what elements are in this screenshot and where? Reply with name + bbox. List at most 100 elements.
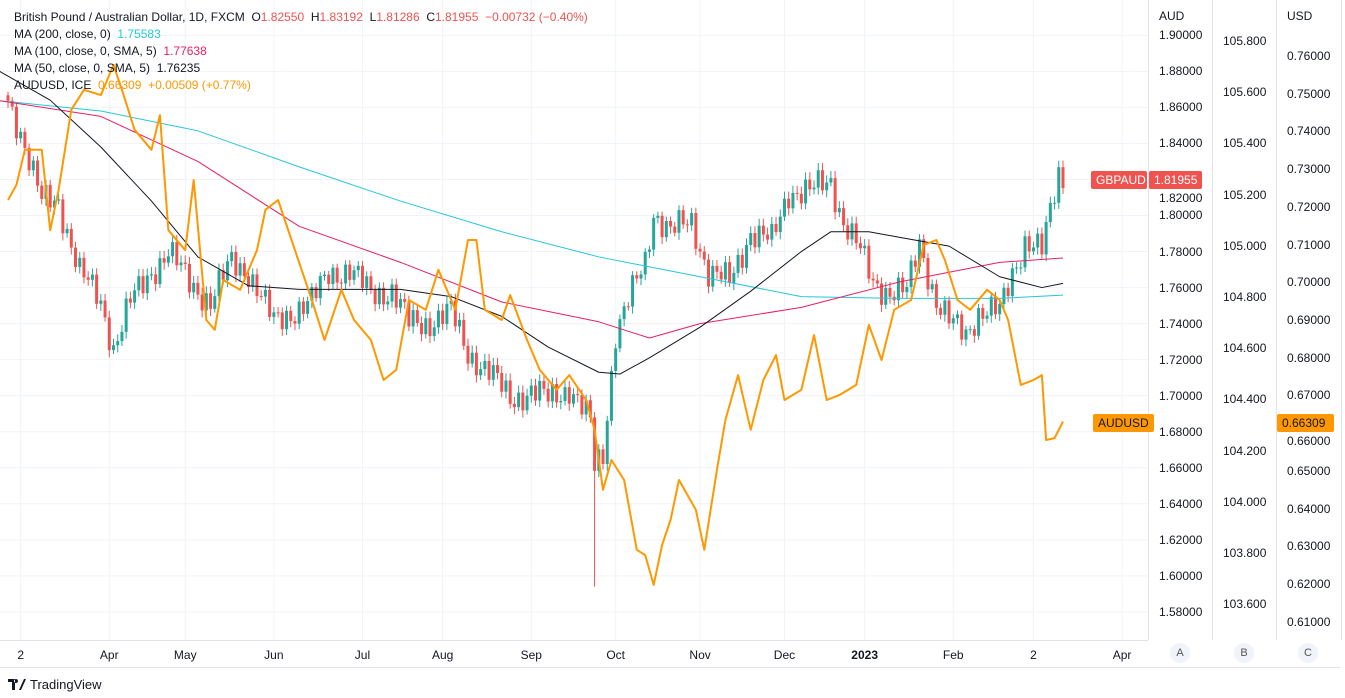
axis-button-c[interactable]: C: [1298, 643, 1318, 663]
axis-tick-label: 0.75000: [1287, 86, 1331, 101]
usd-price-axis[interactable]: USD 0.76000 0.75000 0.74000 0.73000 0.72000 0.…: [1276, 0, 1342, 640]
candle-body: [365, 276, 369, 288]
candle-body: [196, 282, 200, 295]
candle-body: [808, 179, 812, 190]
candle-body: [251, 274, 255, 287]
candle-body: [145, 275, 149, 294]
candle-body: [1006, 287, 1010, 297]
axis-button-a[interactable]: A: [1170, 643, 1190, 663]
candle-body: [1044, 222, 1048, 255]
candle-body: [943, 300, 947, 315]
audusd-line: [7, 63, 1064, 586]
candle-body: [842, 208, 846, 226]
candle-body: [52, 200, 56, 208]
axis-tick-label: 104.200: [1223, 443, 1267, 458]
candle-body: [23, 131, 27, 148]
candle-body: [723, 262, 727, 280]
candle-body: [538, 380, 542, 401]
tradingview-logo-icon: [8, 679, 26, 690]
time-tick-label: Jun: [264, 648, 284, 662]
candle-body: [373, 289, 377, 305]
axis-tick-label: 105.000: [1223, 238, 1267, 253]
candle-body: [276, 312, 280, 314]
candle-body: [820, 170, 824, 191]
candle-body: [487, 360, 491, 380]
candle-body: [740, 254, 744, 268]
time-tick-label: Oct: [606, 648, 626, 662]
candle-body: [880, 283, 884, 305]
candle-body: [732, 272, 736, 283]
candle-body: [187, 263, 191, 293]
candle-body: [618, 319, 622, 349]
ma200-line: [0, 100, 1064, 299]
time-tick-label: 2: [17, 648, 24, 662]
candle-body: [382, 287, 386, 305]
candle-body: [833, 178, 837, 213]
candle-body: [255, 274, 259, 296]
candle-body: [280, 312, 284, 330]
axis-tick-label: 1.80000: [1159, 208, 1203, 223]
candle-body: [272, 312, 276, 317]
candle-body: [470, 352, 474, 364]
candle-body: [939, 307, 943, 315]
legend-audusd[interactable]: AUDUSD, ICE 0.66309 +0.00509 (+0.77%): [14, 78, 251, 92]
candle-body: [128, 298, 132, 303]
candle-body: [479, 369, 483, 376]
price-chart[interactable]: [0, 0, 1148, 640]
candle-body: [707, 259, 711, 287]
candle-body: [993, 296, 997, 315]
axis-tick-label: 0.63000: [1287, 539, 1331, 554]
candle-body: [550, 383, 554, 402]
time-tick-label: May: [173, 648, 197, 662]
legend-ma200[interactable]: MA (200, close, 0) 1.75583: [14, 27, 161, 41]
candle-body: [314, 287, 318, 299]
tradingview-logo[interactable]: TradingView: [8, 677, 102, 692]
candle-body: [745, 244, 748, 268]
candle-body: [664, 220, 668, 238]
aud-price-axis[interactable]: AUD 1.90000 1.88000 1.86000 1.84000 1.82000 1.…: [1148, 0, 1213, 640]
time-axis[interactable]: 2 Apr May Jun Jul Aug Sep Oct Nov Dec 2023 Feb 2 Apr: [0, 640, 1148, 668]
candle-body: [504, 380, 508, 392]
axis-tick-label: 104.600: [1223, 341, 1267, 356]
time-tick-label: Aug: [431, 648, 454, 662]
axis-tick-label: 1.84000: [1159, 136, 1203, 151]
time-tick-label: Apr: [99, 648, 119, 662]
candle-body: [432, 327, 436, 337]
candle-body: [1048, 202, 1052, 223]
candle-body: [728, 262, 732, 283]
legend-ma100[interactable]: MA (100, close, 0, SMA, 5) 1.77638: [14, 44, 207, 58]
candle-body: [829, 178, 833, 183]
candle-body: [766, 234, 770, 240]
candle-body: [542, 380, 546, 389]
candle-body: [386, 301, 390, 305]
candle-body: [804, 179, 808, 204]
legend-ma50[interactable]: MA (50, close, 0, SMA, 5) 1.76235: [14, 61, 201, 75]
axis-tick-label: 1.66000: [1159, 460, 1203, 475]
candle-body: [964, 329, 968, 340]
candle-body: [546, 388, 550, 402]
candle-body: [580, 395, 584, 415]
candle-body: [1019, 267, 1023, 269]
candle-body: [263, 289, 267, 297]
candle-body: [116, 341, 120, 346]
audusd-name-badge: AUDUSD: [1093, 414, 1154, 432]
candle-body: [14, 106, 18, 139]
axis-button-b[interactable]: B: [1234, 643, 1254, 663]
candle-body: [694, 212, 698, 249]
candle-body: [951, 318, 955, 324]
candle-body: [103, 300, 107, 318]
candle-body: [428, 318, 432, 337]
candle-body: [757, 225, 761, 248]
usd-axis-title: USD: [1287, 9, 1313, 23]
axis-tick-label: 0.74000: [1287, 124, 1331, 139]
candle-body: [462, 319, 466, 346]
axis-tick-label: 103.800: [1223, 545, 1267, 560]
candle-body: [238, 263, 242, 276]
axis-tick-label: 0.66000: [1287, 434, 1331, 448]
candle-body: [344, 264, 348, 284]
candle-body: [149, 274, 153, 276]
axis-tick-label: 104.800: [1223, 289, 1267, 304]
candle-body: [441, 310, 445, 324]
candle-body: [985, 315, 989, 319]
b-price-axis[interactable]: 105.800 105.600 105.400 105.200 105.000 104.8…: [1212, 0, 1277, 640]
